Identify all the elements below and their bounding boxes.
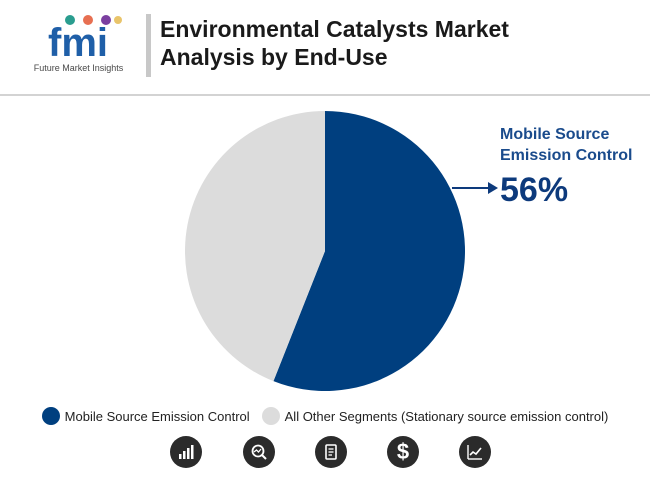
legend-swatch-mobile — [41, 407, 60, 425]
chart-legend: Mobile Source Emission Control All Other… — [0, 404, 650, 428]
header-divider — [146, 14, 151, 77]
pie-slice-other-segments — [184, 111, 325, 382]
legend-swatch-other — [261, 407, 280, 425]
dollar-icon: $ — [387, 436, 419, 468]
page-title: Environmental Catalysts Market Analysis … — [160, 15, 580, 71]
header: fmi Future Market Insights Environmental… — [0, 0, 650, 95]
pie-chart — [184, 111, 465, 391]
document-icon — [315, 436, 347, 468]
callout-value: 56% — [500, 171, 569, 209]
magnifier-chart-icon — [243, 436, 275, 468]
logo-subtitle: Future Market Insights — [33, 63, 124, 73]
callout-label-line-2: Emission Control — [500, 147, 633, 164]
title-line-1: Environmental Catalysts Market — [160, 16, 509, 42]
pie-callout: Mobile Source Emission Control 56% — [500, 124, 648, 210]
header-rule — [0, 94, 650, 96]
callout-arrow-icon — [452, 182, 498, 194]
fmi-logo-mark: fmi — [48, 15, 122, 60]
legend-item-mobile: Mobile Source Emission Control — [41, 407, 250, 425]
footer-icons: $ — [0, 436, 650, 470]
bar-chart-icon — [170, 436, 202, 468]
legend-label-other: All Other Segments (Stationary source em… — [284, 408, 609, 424]
trend-chart-icon — [459, 436, 491, 468]
logo-text: fmi — [48, 21, 108, 60]
fmi-logo: fmi Future Market Insights — [26, 14, 131, 76]
callout-label-line-1: Mobile Source — [500, 126, 610, 143]
title-line-2: Analysis by End-Use — [160, 44, 388, 70]
pie-slice-mobile-source — [273, 111, 465, 391]
legend-label-mobile: Mobile Source Emission Control — [64, 408, 250, 424]
legend-item-other: All Other Segments (Stationary source em… — [261, 407, 609, 425]
